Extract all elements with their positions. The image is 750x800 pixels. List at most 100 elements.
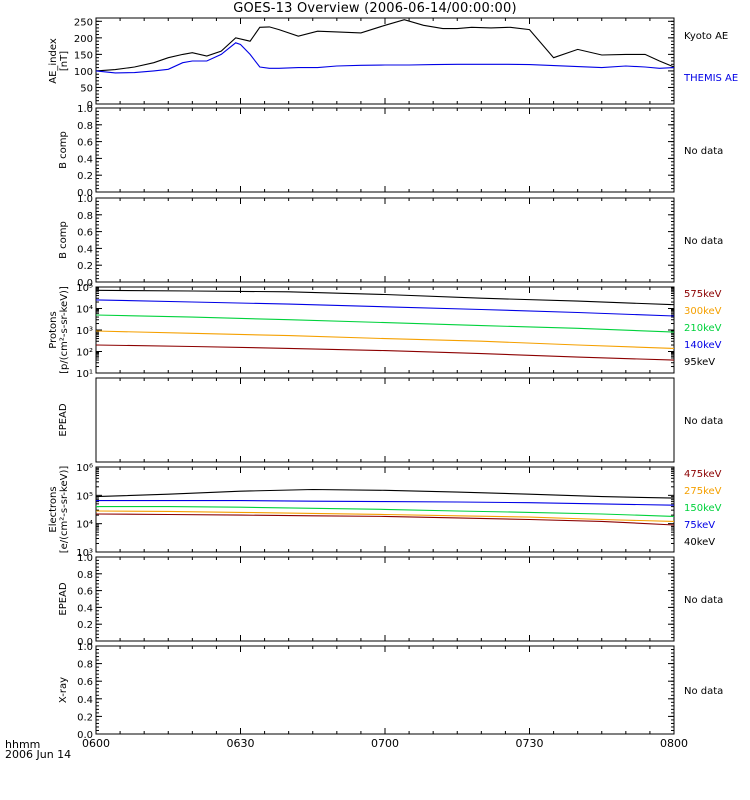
panel-xray: 0.0 0.2 0.4 0.6 0.8 1.0 X-ray No data <box>58 642 723 741</box>
panel-epead2: 0.0 0.2 0.4 0.6 0.8 1.0 EPEAD No data <box>58 553 723 648</box>
series-line-themis-ae <box>95 42 675 74</box>
series-line-140kev <box>95 299 675 317</box>
panel-epead1: EPEAD No data <box>58 377 723 463</box>
series-line-575kev <box>95 344 675 361</box>
y-tick-label: 0.6 <box>77 228 93 239</box>
legend-40kev: 40keV <box>684 537 715 548</box>
series-line-75kev <box>96 500 675 506</box>
y-tick-label: 1.0 <box>77 104 93 115</box>
legend-275kev: 275keV <box>684 486 722 497</box>
y-tick-label: 150 <box>74 50 93 61</box>
y-tick-label: 10² <box>76 348 93 359</box>
y-tick-label: 0.4 <box>77 695 93 706</box>
y-axis-label: [nT] <box>59 51 70 71</box>
y-tick-label: 0.8 <box>77 570 93 581</box>
series-line-210kev <box>95 314 675 333</box>
series-line-95kev <box>95 289 675 306</box>
y-tick-label: 10³ <box>76 548 93 559</box>
x-date-label: 2006 Jun 14 <box>5 748 72 761</box>
y-tick-label: 0.8 <box>77 121 93 132</box>
y-tick-label: 1.0 <box>77 642 93 653</box>
y-axis-label: Protons <box>48 311 59 348</box>
y-axis-label: B comp <box>58 131 69 169</box>
panel-protons: 10¹ 10² 10³ 10⁴ 10⁵ Protons [p/(cm²-s-sr-keV)]… <box>48 283 722 380</box>
y-tick-label: 0.4 <box>77 154 93 165</box>
panel-bcomp2: 0.0 0.2 0.4 0.6 0.8 1.0 B comp No data <box>58 194 723 289</box>
legend-140kev: 140keV <box>684 340 722 351</box>
panel-frame <box>95 17 675 105</box>
panel-frame <box>95 645 675 735</box>
no-data-label: No data <box>684 416 723 427</box>
legend-75kev: 75keV <box>684 520 715 531</box>
y-axis-label: Electrons <box>48 486 59 532</box>
y-axis-label: B comp <box>58 221 69 259</box>
y-tick-label: 10³ <box>76 326 93 337</box>
y-tick-label: 10⁴ <box>76 520 93 531</box>
series-line-300kev <box>95 330 675 349</box>
x-tick-label: 0730 <box>516 737 544 750</box>
y-tick-label: 0.4 <box>77 244 93 255</box>
y-tick-label: 200 <box>74 34 93 45</box>
series-line-275kev <box>95 510 675 522</box>
legend-themis-ae: THEMIS AE <box>683 73 738 84</box>
series-line-40kev <box>95 488 675 499</box>
x-tick-label: 0600 <box>82 737 110 750</box>
x-row-label: hhmm <box>5 738 41 751</box>
legend-kyoto-ae: Kyoto AE <box>684 31 728 42</box>
y-tick-label: 10⁵ <box>76 283 93 294</box>
y-tick-label: 0.6 <box>77 587 93 598</box>
panel-electrons: 10³ 10⁴ 10⁵ 10⁶ Electrons [e/(cm²-s-sr-keV)] 4… <box>48 463 722 559</box>
y-tick-label: 0.8 <box>77 660 93 671</box>
panel-frame <box>95 286 675 374</box>
y-tick-label: 0.0 <box>77 730 93 741</box>
panel-bcomp1: 0.0 0.2 0.4 0.6 0.8 1.0 B comp No data <box>58 104 723 199</box>
y-tick-label: 0.2 <box>77 261 93 272</box>
y-tick-label: 250 <box>74 17 93 28</box>
y-tick-label: 100 <box>74 67 93 78</box>
y-tick-label: 10⁴ <box>76 305 93 316</box>
panel-frame <box>95 197 675 283</box>
y-tick-label: 1.0 <box>77 553 93 564</box>
panel-frame <box>95 377 675 463</box>
panel-ae: 0 50 100 150 200 250 AE_index [nT] Kyoto AE THEMI… <box>48 17 738 111</box>
y-tick-label: 0.6 <box>77 138 93 149</box>
panel-frame <box>95 107 675 193</box>
series-line-150kev <box>96 506 675 517</box>
y-tick-label: 0.6 <box>77 677 93 688</box>
y-tick-label: 1.0 <box>77 194 93 205</box>
no-data-label: No data <box>684 236 723 247</box>
y-tick-label: 0.2 <box>77 171 93 182</box>
legend-95kev: 95keV <box>684 357 715 368</box>
no-data-label: No data <box>684 595 723 606</box>
y-tick-label: 50 <box>80 83 93 94</box>
no-data-label: No data <box>684 686 723 697</box>
y-axis-label: X-ray <box>58 677 69 703</box>
y-tick-label: 0.4 <box>77 603 93 614</box>
y-axis-label: EPEAD <box>58 403 69 437</box>
y-tick-label: 0.0 <box>77 188 93 199</box>
series-line-kyoto-ae <box>95 19 675 72</box>
y-axis-label: EPEAD <box>58 582 69 616</box>
x-tick-label: 0700 <box>371 737 399 750</box>
y-axis-label: [p/(cm²-s-sr-keV)] <box>59 286 70 374</box>
legend-150kev: 150keV <box>684 503 722 514</box>
no-data-label: No data <box>684 146 723 157</box>
x-tick-label: 0800 <box>660 737 688 750</box>
y-tick-label: 0.8 <box>77 211 93 222</box>
y-tick-label: 0.2 <box>77 712 93 723</box>
panel-frame <box>95 556 675 642</box>
legend-575kev: 575keV <box>684 289 722 300</box>
figure-title: GOES-13 Overview (2006-06-14/00:00:00) <box>233 1 517 16</box>
y-tick-label: 10⁶ <box>76 463 93 474</box>
y-axis-label: [e/(cm²-s-sr-keV)] <box>59 466 70 554</box>
x-tick-label: 0630 <box>227 737 255 750</box>
legend-210kev: 210keV <box>684 323 722 334</box>
y-tick-label: 0.0 <box>77 278 93 289</box>
series-line-475kev <box>95 513 675 526</box>
y-tick-label: 0.2 <box>77 620 93 631</box>
y-tick-label: 10¹ <box>76 369 93 380</box>
legend-300kev: 300keV <box>684 306 722 317</box>
y-axis-label: AE_index <box>48 38 59 84</box>
